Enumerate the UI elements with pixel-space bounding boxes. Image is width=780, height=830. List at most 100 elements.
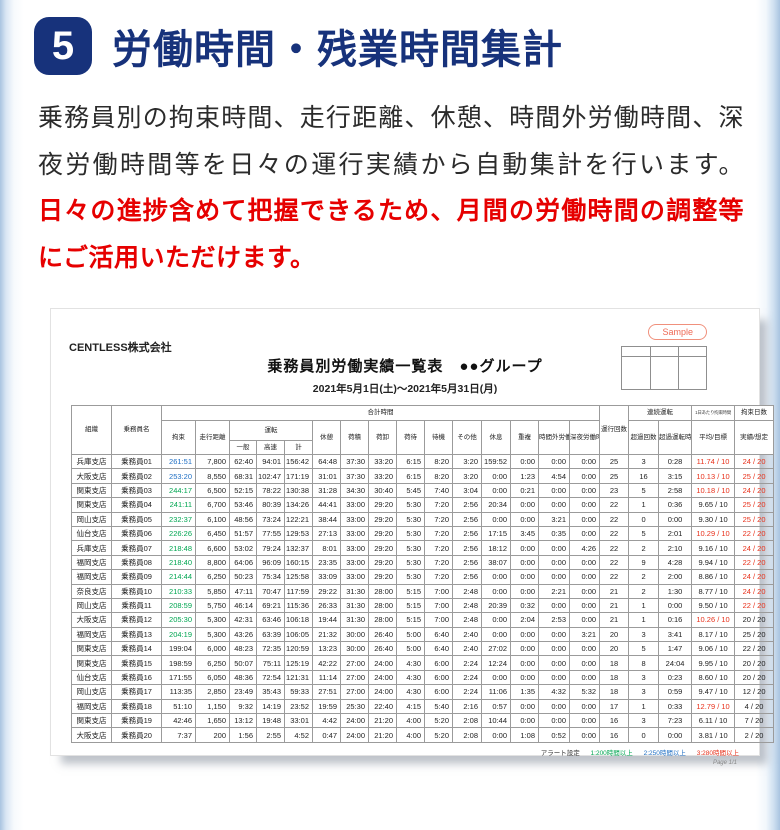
cell: 171:19 bbox=[284, 468, 313, 484]
cell: 2:10 bbox=[658, 540, 693, 556]
company-name: CENTLESS株式会社 bbox=[69, 342, 172, 354]
cell: 63:46 bbox=[256, 612, 285, 628]
cell: 6,250 bbox=[195, 569, 230, 585]
cell: 64:48 bbox=[312, 453, 341, 470]
cell: 福岡支店 bbox=[71, 626, 112, 643]
cell: 33:00 bbox=[340, 554, 369, 571]
cell: 乗務員20 bbox=[111, 727, 162, 743]
cell: 5:15 bbox=[396, 597, 425, 614]
cell: 22 / 20 bbox=[734, 554, 775, 571]
cell: 241:11 bbox=[161, 497, 196, 513]
cell: 5 bbox=[628, 482, 660, 499]
cell: 3 bbox=[628, 453, 660, 470]
cell: 2:24 bbox=[452, 684, 482, 700]
cell: 0:00 bbox=[568, 569, 601, 585]
cell: 0:00 bbox=[538, 641, 570, 657]
cell: 1 bbox=[628, 612, 660, 628]
cell: 0:00 bbox=[510, 569, 539, 585]
cell: 115:36 bbox=[284, 597, 313, 614]
cell: 9.65 / 10 bbox=[691, 497, 736, 513]
cell: 22 bbox=[599, 525, 630, 542]
cell: 0:33 bbox=[658, 698, 693, 715]
cell: 27:51 bbox=[312, 684, 341, 700]
cell: 218:40 bbox=[161, 554, 196, 571]
stamp-cell bbox=[678, 347, 706, 356]
cell: 2 bbox=[628, 583, 660, 599]
table-row: 関東支店 乗務員19 42:46 1,650 13:12 19:48 33:01 4:42 24… bbox=[71, 713, 775, 729]
cell: 18 bbox=[599, 669, 630, 686]
cell: 8.86 / 10 bbox=[691, 569, 736, 585]
cell: 1 bbox=[628, 597, 660, 614]
col-unloading: 荷卸 bbox=[368, 420, 397, 455]
cell: 0:00 bbox=[538, 698, 570, 715]
alert-legend-label: アラート設定 bbox=[540, 749, 580, 757]
alert-threshold-2: 2:250時間以上 bbox=[643, 749, 686, 757]
cell: 0:00 bbox=[538, 482, 570, 499]
cell: 5:30 bbox=[396, 497, 425, 513]
cell: 0:00 bbox=[538, 626, 570, 643]
cell: 3:41 bbox=[658, 626, 693, 643]
cell: 5:00 bbox=[396, 626, 425, 643]
cell: 5:32 bbox=[568, 684, 601, 700]
cell: 53:02 bbox=[229, 540, 257, 556]
cell: 25 / 20 bbox=[734, 626, 775, 643]
table-row: 岡山支店 乗務員17 113:35 2,850 23:49 35:43 59:33 27:51… bbox=[71, 684, 775, 700]
cell: 16 bbox=[628, 468, 660, 484]
cell: 0:00 bbox=[481, 583, 511, 599]
cell: 20 / 20 bbox=[734, 669, 775, 686]
cell: 0:00 bbox=[510, 713, 539, 729]
cell: 102:47 bbox=[256, 468, 285, 484]
cell: 30:00 bbox=[340, 641, 369, 657]
cell: 0:28 bbox=[658, 453, 693, 470]
table-row: 仙台支店 乗務員16 171:55 6,050 48:36 72:54 121:31 11:1… bbox=[71, 669, 775, 686]
cell: 29:20 bbox=[368, 554, 397, 571]
cell: 関東支店 bbox=[71, 641, 112, 657]
cell: 24:00 bbox=[340, 727, 369, 743]
cell: 2:24 bbox=[452, 655, 482, 671]
cell: 福岡支店 bbox=[71, 569, 112, 585]
cell: 0:00 bbox=[568, 468, 601, 484]
cell: 0:00 bbox=[510, 453, 539, 470]
cell: 20:34 bbox=[481, 497, 511, 513]
cell: 50:23 bbox=[229, 569, 257, 585]
alert-threshold-1: 1:200時間以上 bbox=[590, 749, 633, 757]
cell: 大阪支店 bbox=[71, 727, 112, 743]
cell: 3:45 bbox=[510, 525, 539, 542]
cell: 11:14 bbox=[312, 669, 341, 686]
cell: 35:43 bbox=[256, 684, 285, 700]
cell: 20 / 20 bbox=[734, 612, 775, 628]
cell: 岡山支店 bbox=[71, 511, 112, 527]
cell: 25 / 20 bbox=[734, 511, 775, 527]
cell: 6,500 bbox=[195, 482, 230, 499]
col-distance: 走行距離 bbox=[195, 420, 230, 455]
cell: 117:59 bbox=[284, 583, 313, 599]
cell: 9.06 / 10 bbox=[691, 641, 736, 657]
cell: 69:21 bbox=[256, 597, 285, 614]
col-driving-total: 計 bbox=[284, 440, 313, 455]
cell: 200 bbox=[195, 727, 230, 743]
cell: 24 / 20 bbox=[734, 453, 775, 470]
cell: 68:31 bbox=[229, 468, 257, 484]
approval-stamp-table bbox=[621, 346, 707, 390]
col-standby: 待機 bbox=[424, 420, 453, 455]
cell: 11:06 bbox=[481, 684, 511, 700]
cell: 25 / 20 bbox=[734, 497, 775, 513]
cell: 31:01 bbox=[312, 468, 341, 484]
cell: 乗務員09 bbox=[111, 569, 162, 585]
col-loading: 荷積 bbox=[340, 420, 369, 455]
col-cargo-wait: 荷待 bbox=[396, 420, 425, 455]
cell: 0:00 bbox=[510, 511, 539, 527]
cell: 13:12 bbox=[229, 713, 257, 729]
cell: 2:40 bbox=[452, 626, 482, 643]
cell: 9.95 / 10 bbox=[691, 655, 736, 671]
cell: 7:20 bbox=[424, 497, 453, 513]
cell: 9.47 / 10 bbox=[691, 684, 736, 700]
cell: 関東支店 bbox=[71, 497, 112, 513]
cell: 205:30 bbox=[161, 612, 196, 628]
cell: 7:23 bbox=[658, 713, 693, 729]
cell: 23 bbox=[599, 482, 630, 499]
cell: 24:00 bbox=[368, 655, 397, 671]
cell: 8:20 bbox=[424, 453, 453, 470]
cell: 4:00 bbox=[396, 713, 425, 729]
cell: 106:18 bbox=[284, 612, 313, 628]
